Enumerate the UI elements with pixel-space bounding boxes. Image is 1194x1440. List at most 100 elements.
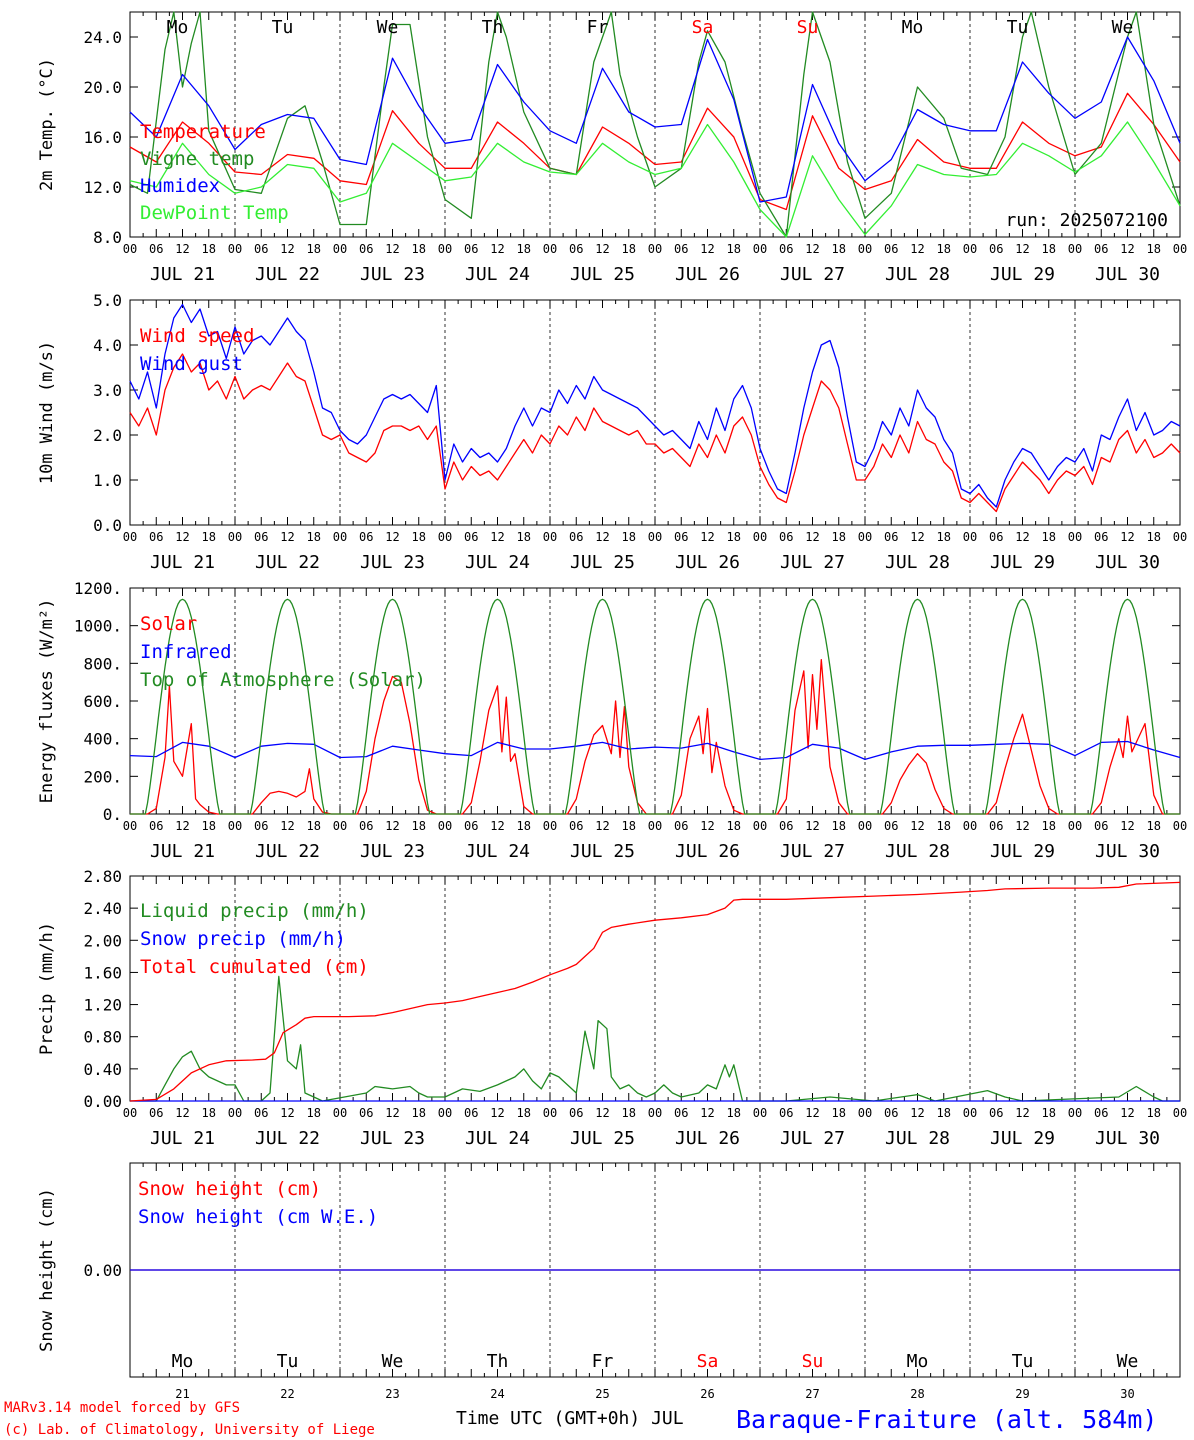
hour-tick-label: 18	[412, 530, 426, 544]
hour-tick-label: 00	[858, 1106, 872, 1120]
date-label: JUL 29	[990, 264, 1055, 285]
hour-tick-label: 06	[254, 819, 268, 833]
y-tick-label: 0.00	[83, 1092, 122, 1111]
y-tick-label: 400.	[83, 730, 122, 749]
hour-tick-label: 12	[175, 1106, 189, 1120]
hour-tick-label: 18	[937, 1106, 951, 1120]
y-tick-label: 0.00	[83, 1261, 122, 1280]
hour-tick-label: 18	[622, 1106, 636, 1120]
date-label: JUL 30	[1095, 264, 1160, 285]
hour-tick-label: 06	[884, 242, 898, 256]
hour-tick-label: 06	[779, 1106, 793, 1120]
hour-tick-label: 18	[727, 530, 741, 544]
hour-tick-label: 18	[832, 1106, 846, 1120]
day-name-label: Mo	[172, 1351, 194, 1372]
y-tick-label: 1200.	[74, 579, 122, 598]
hour-tick-label: 06	[569, 1106, 583, 1120]
y-tick-label: 20.0	[83, 78, 122, 97]
date-label: JUL 29	[990, 1128, 1055, 1149]
hour-tick-label: 12	[175, 819, 189, 833]
hour-tick-label: 06	[149, 1106, 163, 1120]
date-label: JUL 25	[570, 1128, 635, 1149]
hour-tick-label: 00	[438, 530, 452, 544]
hour-tick-label: 12	[490, 530, 504, 544]
day-name-label: Su	[802, 1351, 824, 1372]
y-tick-label: 2.40	[83, 899, 122, 918]
hour-tick-label: 00	[438, 242, 452, 256]
day-name-label: Fr	[587, 17, 609, 38]
hour-tick-label: 12	[595, 819, 609, 833]
y-tick-label: 0.80	[83, 1028, 122, 1047]
footer: MARv3.14 model forced by GFS (c) Lab. of…	[4, 1400, 1157, 1438]
hour-tick-label: 00	[438, 819, 452, 833]
hour-tick-label: 06	[674, 242, 688, 256]
legend-entry: DewPoint Temp	[140, 202, 289, 224]
series-top-of-atmosphere-solar--line	[130, 598, 1180, 815]
panel-1: 00 06 12 18 JUL 21 00 06 12 18 JUL 22 00 06 12 18 JUL …	[37, 11, 1187, 285]
legend-entry: Infrared	[140, 641, 232, 663]
date-label: JUL 22	[255, 841, 320, 862]
hour-tick-label: 12	[1120, 242, 1134, 256]
y-axis-title: Snow height (cm)	[37, 1188, 57, 1352]
hour-tick-label: 06	[569, 530, 583, 544]
y-tick-label: 200.	[83, 767, 122, 786]
hour-tick-label: 12	[805, 530, 819, 544]
legend-entry: Solar	[140, 613, 197, 635]
day-name-label: Th	[487, 1351, 509, 1372]
hour-tick-label: 18	[727, 242, 741, 256]
hour-tick-label: 00	[858, 242, 872, 256]
hour-tick-label: 00	[753, 242, 767, 256]
legend-entry: Total cumulated (cm)	[140, 956, 369, 978]
hour-tick-label: 18	[1042, 242, 1056, 256]
hour-tick-label: 00	[648, 530, 662, 544]
hour-tick-label: 00	[1173, 242, 1187, 256]
hour-tick-label: 00	[123, 819, 137, 833]
date-label: JUL 26	[675, 552, 740, 573]
hour-tick-label: 00	[963, 530, 977, 544]
date-label: JUL 30	[1095, 552, 1160, 573]
date-label: JUL 22	[255, 552, 320, 573]
hour-tick-label: 06	[989, 1106, 1003, 1120]
day-name-label: Sa	[692, 17, 714, 38]
hour-tick-label: 12	[1120, 819, 1134, 833]
panel-3: 00 06 12 18 JUL 21 00 06 12 18 JUL 22 00 06 12 18 JUL …	[37, 579, 1187, 862]
hour-tick-label: 18	[937, 530, 951, 544]
hour-tick-label: 12	[490, 819, 504, 833]
hour-tick-label: 18	[1042, 530, 1056, 544]
hour-tick-label: 18	[832, 819, 846, 833]
day-name-label: Su	[797, 17, 819, 38]
hour-tick-label: 06	[989, 819, 1003, 833]
legend-entry: Wind gust	[140, 353, 243, 375]
day-name-label: Mo	[902, 17, 924, 38]
hour-tick-label: 18	[622, 530, 636, 544]
day-number-label: 21	[175, 1387, 189, 1401]
legend-entry: Wind speed	[140, 325, 254, 347]
hour-tick-label: 12	[1120, 1106, 1134, 1120]
date-label: JUL 26	[675, 841, 740, 862]
date-label: JUL 21	[150, 841, 215, 862]
hour-tick-label: 18	[202, 242, 216, 256]
hour-tick-label: 06	[989, 530, 1003, 544]
hour-tick-label: 12	[700, 530, 714, 544]
date-label: JUL 21	[150, 552, 215, 573]
hour-tick-label: 12	[805, 1106, 819, 1120]
hour-tick-label: 12	[490, 242, 504, 256]
hour-tick-label: 00	[543, 242, 557, 256]
day-name-label: Tu	[1012, 1351, 1034, 1372]
hour-tick-label: 00	[1173, 1106, 1187, 1120]
hour-tick-label: 12	[595, 242, 609, 256]
hour-tick-label: 18	[1147, 242, 1161, 256]
hour-tick-label: 18	[307, 1106, 321, 1120]
hour-tick-label: 06	[884, 530, 898, 544]
y-tick-label: 1.60	[83, 963, 122, 982]
hour-tick-label: 18	[202, 1106, 216, 1120]
hour-tick-label: 06	[674, 530, 688, 544]
series-solar-line	[130, 658, 1180, 815]
hour-tick-label: 00	[123, 1106, 137, 1120]
y-tick-label: 4.0	[93, 336, 122, 355]
date-label: JUL 23	[360, 264, 425, 285]
hour-tick-label: 12	[910, 530, 924, 544]
hour-tick-label: 18	[517, 242, 531, 256]
hour-tick-label: 00	[543, 1106, 557, 1120]
hour-tick-label: 06	[149, 819, 163, 833]
